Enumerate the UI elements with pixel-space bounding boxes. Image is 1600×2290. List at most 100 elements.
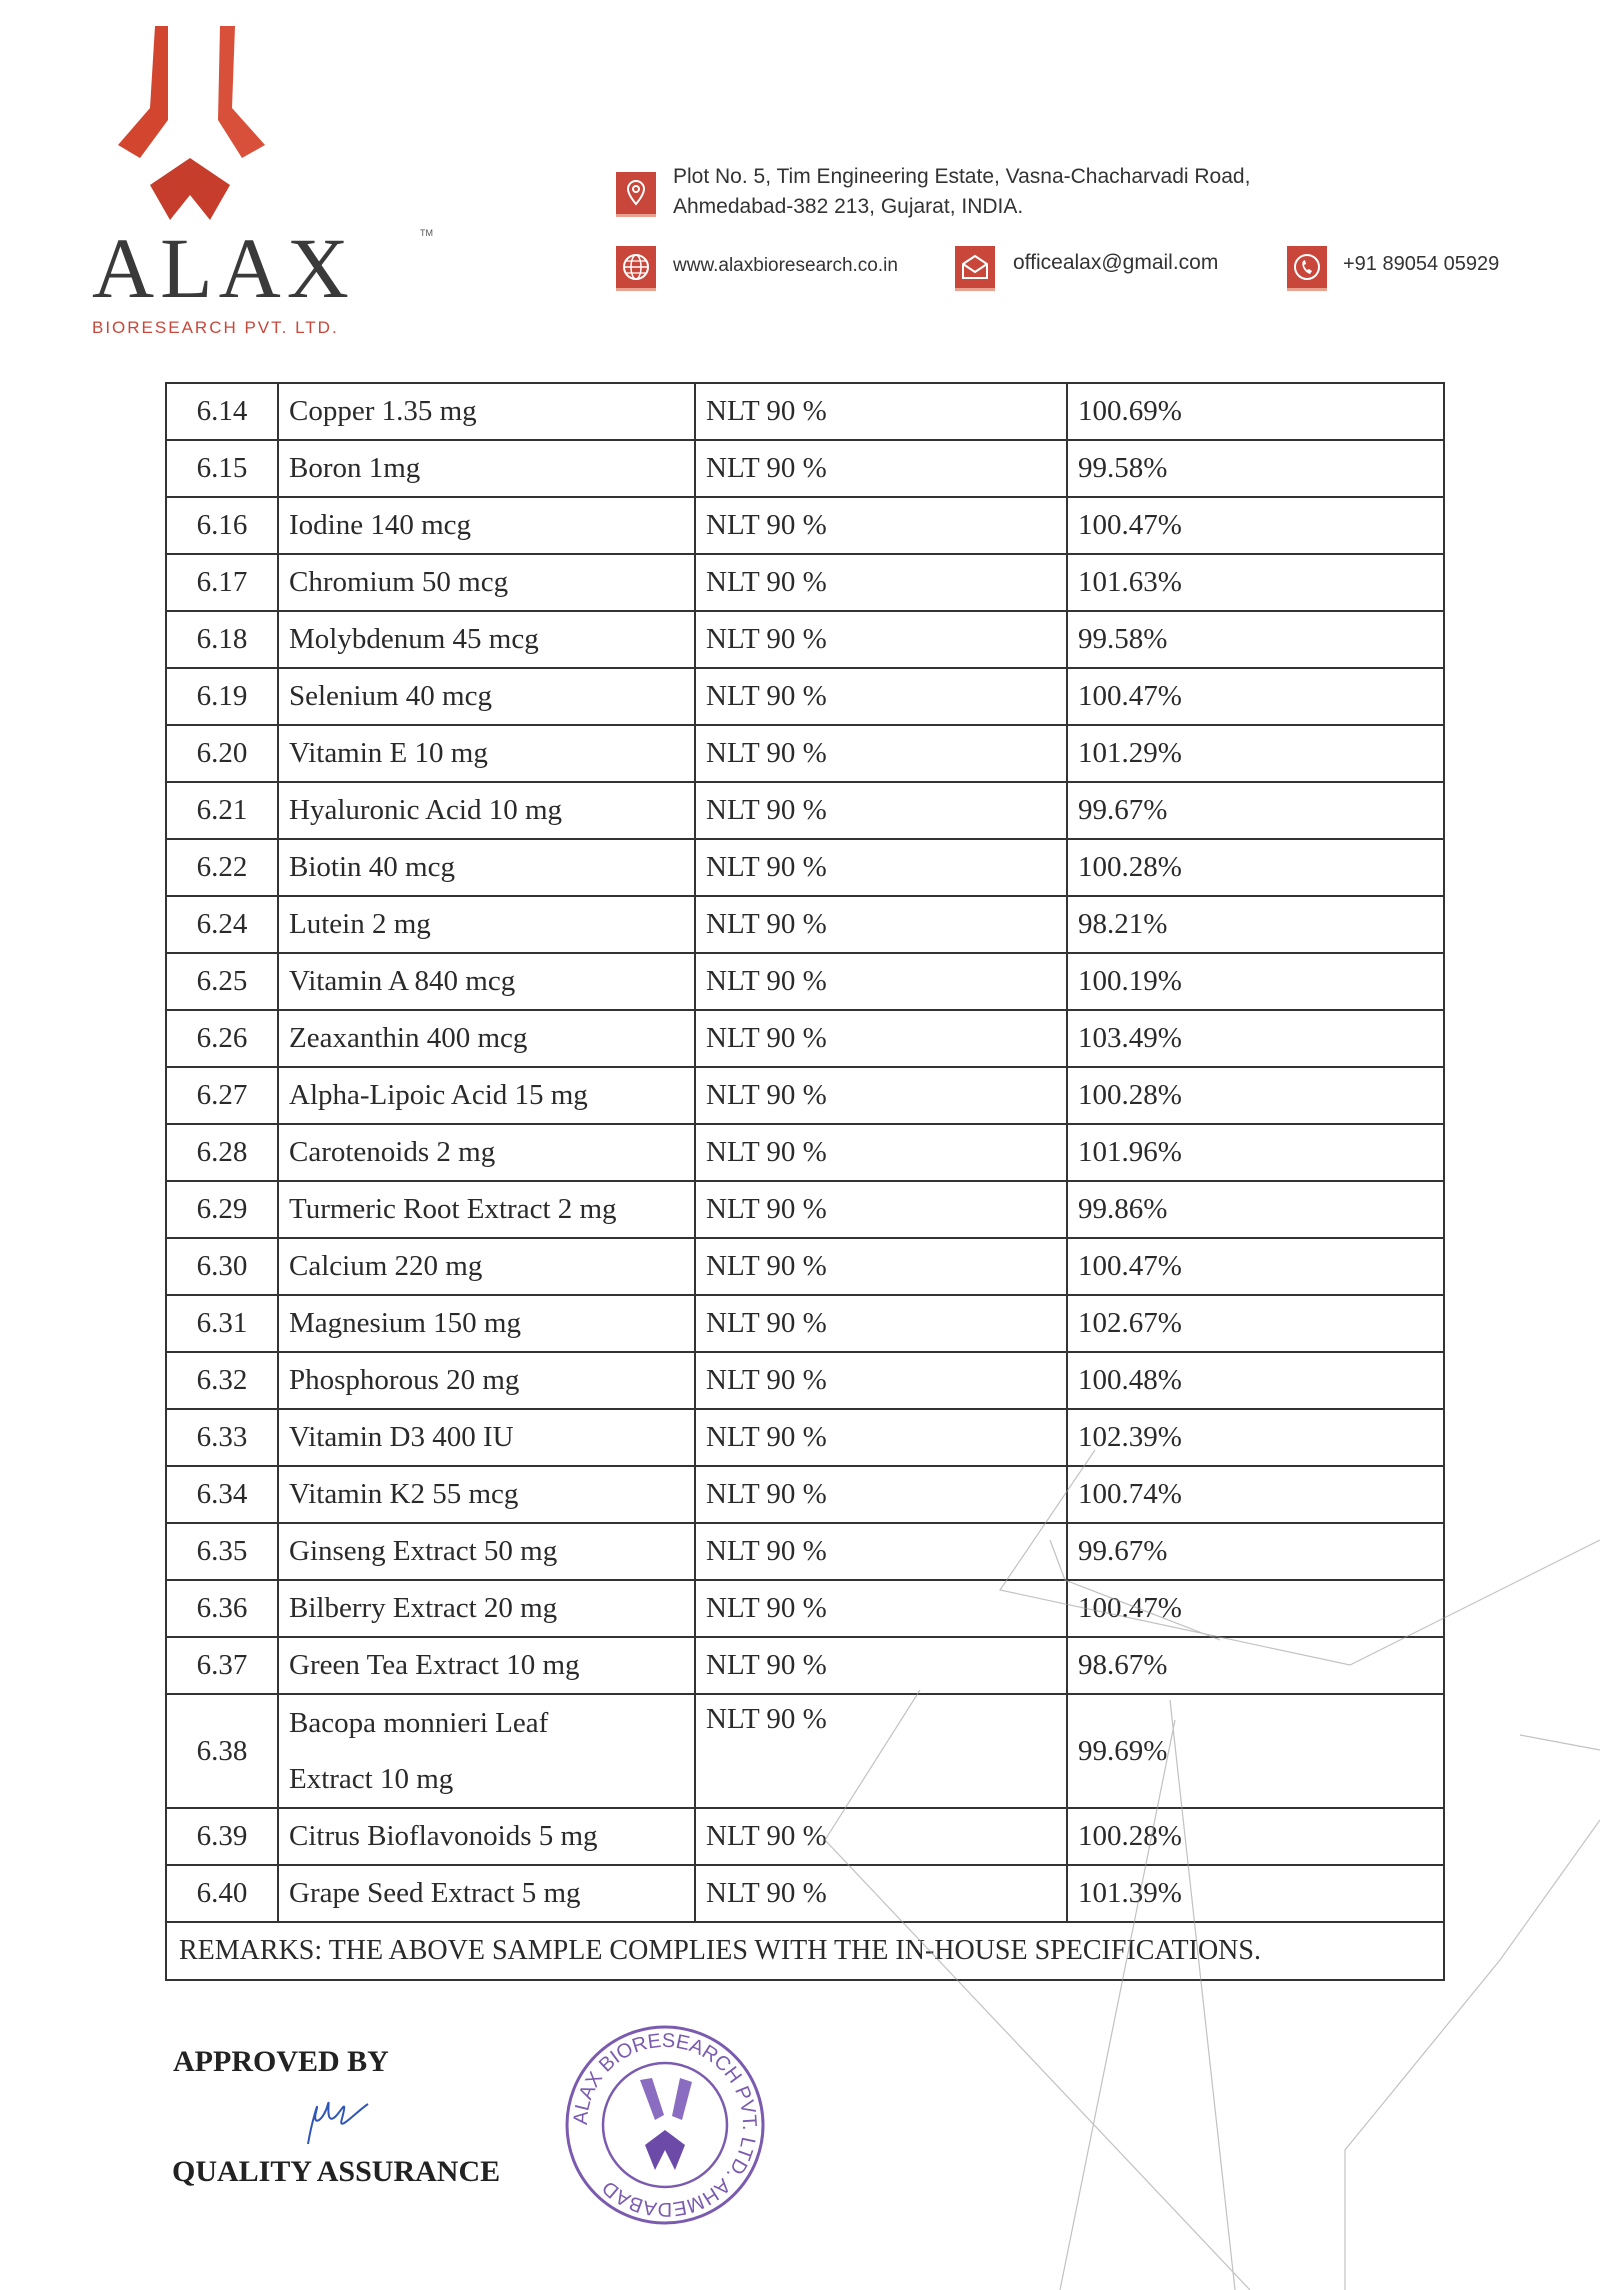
phone-number[interactable]: +91 89054 05929 xyxy=(1343,253,1500,275)
table-row: 6.25 Vitamin A 840 mcg NLT 90 % 100.19% xyxy=(165,952,1445,1011)
test-name: Carotenoids 2 mg xyxy=(277,1123,696,1182)
specification: NLT 90 % xyxy=(694,1237,1068,1296)
specification: NLT 90 % xyxy=(694,1408,1068,1467)
trademark: TM xyxy=(420,228,433,238)
result: 100.48% xyxy=(1066,1351,1445,1410)
result: 103.49% xyxy=(1066,1009,1445,1068)
table-row: 6.38 Bacopa monnieri Leaf Extract 10 mg NLT… xyxy=(165,1693,1445,1809)
result: 101.96% xyxy=(1066,1123,1445,1182)
test-name: Molybdenum 45 mcg xyxy=(277,610,696,669)
test-name: Chromium 50 mcg xyxy=(277,553,696,612)
result: 99.58% xyxy=(1066,610,1445,669)
test-number: 6.37 xyxy=(165,1636,279,1695)
test-number: 6.27 xyxy=(165,1066,279,1125)
specification: NLT 90 % xyxy=(694,1009,1068,1068)
test-number: 6.34 xyxy=(165,1465,279,1524)
table-row: 6.28 Carotenoids 2 mg NLT 90 % 101.96% xyxy=(165,1123,1445,1182)
result: 100.47% xyxy=(1066,1237,1445,1296)
result: 100.28% xyxy=(1066,1807,1445,1866)
test-name: Biotin 40 mcg xyxy=(277,838,696,897)
test-name: Ginseng Extract 50 mg xyxy=(277,1522,696,1581)
company-subtitle: BIORESEARCH PVT. LTD. xyxy=(92,318,339,337)
test-name: Calcium 220 mg xyxy=(277,1237,696,1296)
specification: NLT 90 % xyxy=(694,382,1068,441)
specification: NLT 90 % xyxy=(694,1864,1068,1923)
test-number: 6.31 xyxy=(165,1294,279,1353)
test-number: 6.15 xyxy=(165,439,279,498)
table-row: 6.16 Iodine 140 mcg NLT 90 % 100.47% xyxy=(165,496,1445,555)
result: 99.69% xyxy=(1066,1693,1445,1809)
result: 100.47% xyxy=(1066,496,1445,555)
test-results-table: 6.14 Copper 1.35 mg NLT 90 % 100.69% 6.15 Bor… xyxy=(165,382,1445,1981)
table-row: 6.24 Lutein 2 mg NLT 90 % 98.21% xyxy=(165,895,1445,954)
result: 100.28% xyxy=(1066,1066,1445,1125)
test-name-line-1: Bacopa monnieri Leaf xyxy=(289,1707,549,1739)
table-row: 6.32 Phosphorous 20 mg NLT 90 % 100.48% xyxy=(165,1351,1445,1410)
alax-logo-mark xyxy=(118,26,265,220)
phone-icon xyxy=(1287,246,1327,291)
specification: NLT 90 % xyxy=(694,895,1068,954)
table-row: 6.39 Citrus Bioflavonoids 5 mg NLT 90 % 100… xyxy=(165,1807,1445,1866)
specification: NLT 90 % xyxy=(694,553,1068,612)
test-number: 6.22 xyxy=(165,838,279,897)
test-name: Grape Seed Extract 5 mg xyxy=(277,1864,696,1923)
address: Plot No. 5, Tim Engineering Estate, Vasn… xyxy=(673,162,1250,222)
result: 100.74% xyxy=(1066,1465,1445,1524)
test-number: 6.17 xyxy=(165,553,279,612)
specification: NLT 90 % xyxy=(694,1522,1068,1581)
table-row: 6.27 Alpha-Lipoic Acid 15 mg NLT 90 % 100.2… xyxy=(165,1066,1445,1125)
table-row: 6.35 Ginseng Extract 50 mg NLT 90 % 99.67% xyxy=(165,1522,1445,1581)
test-number: 6.21 xyxy=(165,781,279,840)
svg-text:ALAX BIORESEARCH PVT. LTD. AHM: ALAX BIORESEARCH PVT. LTD. AHMEDABAD xyxy=(570,2030,760,2220)
remarks-text: REMARKS: THE ABOVE SAMPLE COMPLIES WITH … xyxy=(165,1921,1445,1981)
test-name: Iodine 140 mcg xyxy=(277,496,696,555)
result: 101.63% xyxy=(1066,553,1445,612)
test-number: 6.18 xyxy=(165,610,279,669)
website-link[interactable]: www.alaxbioresearch.co.in xyxy=(673,255,898,276)
approved-by-label: APPROVED BY xyxy=(173,2045,389,2078)
test-number: 6.36 xyxy=(165,1579,279,1638)
specification: NLT 90 % xyxy=(694,439,1068,498)
specification: NLT 90 % xyxy=(694,1351,1068,1410)
specification: NLT 90 % xyxy=(694,838,1068,897)
test-number: 6.19 xyxy=(165,667,279,726)
test-name: Citrus Bioflavonoids 5 mg xyxy=(277,1807,696,1866)
test-name: Hyaluronic Acid 10 mg xyxy=(277,781,696,840)
specification: NLT 90 % xyxy=(694,952,1068,1011)
result: 100.28% xyxy=(1066,838,1445,897)
table-row: 6.22 Biotin 40 mcg NLT 90 % 100.28% xyxy=(165,838,1445,897)
table-row: 6.30 Calcium 220 mg NLT 90 % 100.47% xyxy=(165,1237,1445,1296)
specification: NLT 90 % xyxy=(694,781,1068,840)
address-line-1: Plot No. 5, Tim Engineering Estate, Vasn… xyxy=(673,165,1251,188)
table-row: 6.19 Selenium 40 mcg NLT 90 % 100.47% xyxy=(165,667,1445,726)
test-number: 6.38 xyxy=(165,1693,279,1809)
test-number: 6.39 xyxy=(165,1807,279,1866)
specification: NLT 90 % xyxy=(694,1636,1068,1695)
test-name: Copper 1.35 mg xyxy=(277,382,696,441)
address-line-2: Ahmedabad-382 213, Gujarat, INDIA. xyxy=(673,195,1024,218)
test-name: Magnesium 150 mg xyxy=(277,1294,696,1353)
email-link[interactable]: officealax@gmail.com xyxy=(1013,251,1219,274)
result: 98.21% xyxy=(1066,895,1445,954)
signature xyxy=(307,2101,369,2145)
test-number: 6.14 xyxy=(165,382,279,441)
table-row: 6.20 Vitamin E 10 mg NLT 90 % 101.29% xyxy=(165,724,1445,783)
test-name-line-2: Extract 10 mg xyxy=(289,1763,454,1795)
table-row: 6.33 Vitamin D3 400 IU NLT 90 % 102.39% xyxy=(165,1408,1445,1467)
test-name: Vitamin E 10 mg xyxy=(277,724,696,783)
test-number: 6.25 xyxy=(165,952,279,1011)
specification: NLT 90 % xyxy=(694,1807,1068,1866)
result: 102.67% xyxy=(1066,1294,1445,1353)
test-name: Zeaxanthin 400 mcg xyxy=(277,1009,696,1068)
result: 101.29% xyxy=(1066,724,1445,783)
test-name: Bilberry Extract 20 mg xyxy=(277,1579,696,1638)
specification: NLT 90 % xyxy=(694,1180,1068,1239)
specification: NLT 90 % xyxy=(694,667,1068,726)
test-name: Vitamin K2 55 mcg xyxy=(277,1465,696,1524)
table-row: 6.29 Turmeric Root Extract 2 mg NLT 90 % 99… xyxy=(165,1180,1445,1239)
result: 99.86% xyxy=(1066,1180,1445,1239)
specification: NLT 90 % xyxy=(694,1294,1068,1353)
test-number: 6.30 xyxy=(165,1237,279,1296)
table-row: 6.36 Bilberry Extract 20 mg NLT 90 % 100.47… xyxy=(165,1579,1445,1638)
envelope-icon xyxy=(955,246,995,291)
